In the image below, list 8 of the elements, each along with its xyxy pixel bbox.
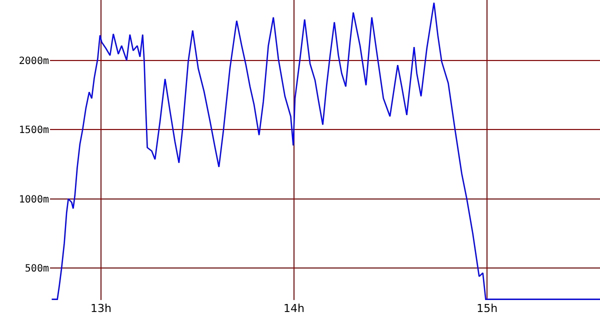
x-tick-label: 15h: [476, 302, 498, 315]
y-tick-label: 2000m: [18, 56, 49, 67]
y-tick-label: 1000m: [18, 194, 49, 206]
y-tick-label: 500m: [24, 264, 49, 275]
x-tick-label: 13h: [90, 302, 112, 315]
x-tick-label: 14h: [284, 302, 305, 315]
line-series: [51, 2, 600, 300]
y-tick-label: 1500m: [18, 125, 49, 136]
